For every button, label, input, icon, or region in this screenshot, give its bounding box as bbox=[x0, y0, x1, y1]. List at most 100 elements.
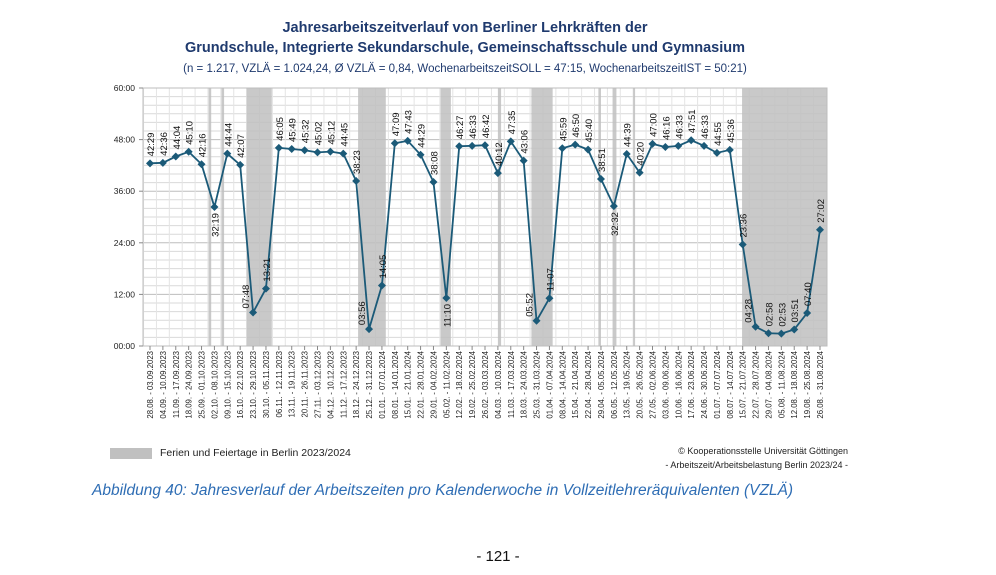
data-point bbox=[481, 141, 489, 150]
y-tick-label: 60:00 bbox=[114, 83, 136, 93]
data-label: 47:09 bbox=[391, 112, 402, 136]
data-point bbox=[700, 141, 709, 150]
data-label: 46:33 bbox=[700, 115, 711, 139]
x-tick-label: 01.04. - 07.04.2024 bbox=[545, 350, 554, 418]
data-point bbox=[249, 308, 258, 317]
x-tick-label: 17.06. - 23.06.2024 bbox=[687, 350, 696, 418]
data-point bbox=[236, 160, 245, 169]
x-tick-label: 27.11. - 03.12.2023 bbox=[314, 351, 323, 418]
x-tick-label: 29.04. - 05.05.2024 bbox=[597, 350, 606, 418]
data-point bbox=[377, 281, 386, 290]
x-tick-label: 08.04. - 14.04.2024 bbox=[558, 350, 567, 418]
x-tick-label: 29.01. - 04.02.2024 bbox=[429, 350, 438, 418]
x-tick-label: 12.08. - 18.08.2024 bbox=[790, 350, 799, 418]
data-point bbox=[365, 325, 374, 334]
data-label: 38:08 bbox=[429, 151, 440, 175]
x-tick-label: 22.04. - 28.04.2024 bbox=[584, 350, 593, 418]
x-tick-label: 20.11. - 26.11.2023 bbox=[301, 351, 310, 417]
x-tick-label: 04.09. - 10.09.2023 bbox=[159, 351, 168, 419]
data-point bbox=[751, 322, 760, 331]
x-tick-label: 05.08. - 11.08.2024 bbox=[777, 350, 786, 418]
data-point bbox=[596, 174, 605, 183]
copyright-source: - Arbeitszeit/Arbeitsbelastung Berlin 20… bbox=[665, 460, 848, 470]
data-label: 45:12 bbox=[326, 121, 337, 145]
data-point bbox=[519, 156, 528, 165]
x-tick-label: 01.01. - 07.01.2024 bbox=[378, 350, 387, 418]
x-tick-label: 15.07. - 21.07.2024 bbox=[739, 350, 748, 418]
data-label: 07:48 bbox=[241, 285, 252, 309]
data-point bbox=[352, 176, 361, 185]
x-tick-label: 13.11. - 19.11.2023 bbox=[288, 351, 297, 417]
data-point bbox=[674, 141, 683, 150]
x-tick-label: 11.03. - 17.03.2024 bbox=[507, 350, 516, 418]
data-label: 27:02 bbox=[816, 199, 827, 223]
data-label: 02:53 bbox=[777, 303, 788, 327]
data-label: 32:19 bbox=[210, 213, 221, 237]
data-label: 46:42 bbox=[481, 114, 492, 138]
holiday-band bbox=[531, 88, 553, 346]
page-number: - 121 - bbox=[476, 548, 520, 565]
x-tick-label: 24.06. - 30.06.2024 bbox=[700, 350, 709, 418]
x-tick-label: 04.12. - 10.12.2023 bbox=[326, 351, 335, 419]
x-tick-label: 25.03. - 31.03.2024 bbox=[533, 350, 542, 418]
x-tick-label: 08.07. - 14.07.2024 bbox=[726, 350, 735, 418]
data-label: 40:20 bbox=[636, 142, 647, 166]
data-point bbox=[197, 160, 206, 169]
data-label: 07:40 bbox=[803, 282, 814, 306]
x-tick-label: 15.01. - 21.01.2024 bbox=[404, 350, 413, 418]
data-label: 45:40 bbox=[584, 119, 595, 143]
data-point bbox=[571, 140, 580, 149]
data-point bbox=[326, 147, 335, 156]
line-chart: 00:00 12:00 24:00 36:00 48:00 60:00 28.08. - 0… bbox=[114, 83, 828, 419]
data-label: 05:52 bbox=[525, 293, 536, 317]
x-tick-label: 26.02. - 03.03.2024 bbox=[481, 350, 490, 418]
data-label: 38:51 bbox=[597, 148, 608, 172]
data-point bbox=[442, 293, 451, 302]
x-tick-label: 01.07. - 07.07.2024 bbox=[713, 350, 722, 418]
x-tick-label: 06.05. - 12.05.2024 bbox=[610, 350, 619, 418]
x-tick-label: 09.10. - 15.10.2023 bbox=[223, 351, 232, 419]
data-label: 44:44 bbox=[223, 123, 234, 147]
y-tick-label: 00:00 bbox=[114, 341, 136, 351]
x-tick-label: 16.10. - 22.10.2023 bbox=[236, 351, 245, 419]
legend-holiday-swatch bbox=[110, 447, 152, 459]
data-point bbox=[725, 145, 734, 154]
data-point bbox=[661, 143, 670, 152]
data-label: 47:35 bbox=[507, 111, 518, 135]
data-label: 43:06 bbox=[520, 130, 531, 154]
x-tick-label: 19.08. - 25.08.2024 bbox=[803, 350, 812, 418]
data-point bbox=[816, 225, 824, 234]
holiday-band bbox=[497, 88, 502, 346]
y-tick-label: 48:00 bbox=[114, 135, 136, 145]
data-label: 23:36 bbox=[739, 214, 750, 238]
copyright: © Kooperationsstelle Universität Götting… bbox=[678, 446, 848, 456]
data-point bbox=[274, 143, 283, 152]
data-point bbox=[261, 284, 270, 293]
x-tick-label: 15.04. - 21.04.2024 bbox=[571, 350, 580, 418]
data-point bbox=[635, 168, 644, 177]
x-tick-label: 26.08. - 31.08.2024 bbox=[816, 350, 825, 418]
data-point bbox=[622, 150, 631, 159]
data-point bbox=[300, 146, 309, 155]
data-point bbox=[738, 240, 747, 249]
x-tick-label: 19.02. - 25.02.2024 bbox=[468, 350, 477, 418]
y-tick-label: 12:00 bbox=[114, 289, 136, 299]
x-tick-label: 10.06. - 16.06.2024 bbox=[674, 350, 683, 418]
data-label: 40:12 bbox=[494, 142, 505, 166]
x-tick-label: 22.01. - 28.01.2024 bbox=[417, 350, 426, 418]
data-label: 47:51 bbox=[687, 109, 698, 133]
data-point bbox=[171, 152, 180, 161]
x-tick-label: 28.08. - 03.09.2023 bbox=[146, 351, 155, 419]
data-label: 44:04 bbox=[172, 126, 183, 150]
x-tick-label: 25.09. - 01.10.2023 bbox=[198, 351, 207, 419]
figure-caption: Abbildung 40: Jahresverlauf der Arbeitsz… bbox=[92, 482, 794, 499]
x-tick-label: 08.01. - 14.01.2024 bbox=[391, 350, 400, 418]
x-tick-label: 03.06. - 09.06.2024 bbox=[661, 350, 670, 418]
x-tick-label: 04.03. - 10.03.2024 bbox=[494, 350, 503, 418]
data-label: 46:33 bbox=[468, 115, 479, 139]
data-label: 46:27 bbox=[455, 115, 466, 139]
data-label: 45:32 bbox=[301, 119, 312, 143]
x-tick-label: 18.12. - 24.12.2023 bbox=[352, 351, 361, 419]
data-point bbox=[416, 150, 425, 159]
y-tick-label: 24:00 bbox=[114, 238, 136, 248]
